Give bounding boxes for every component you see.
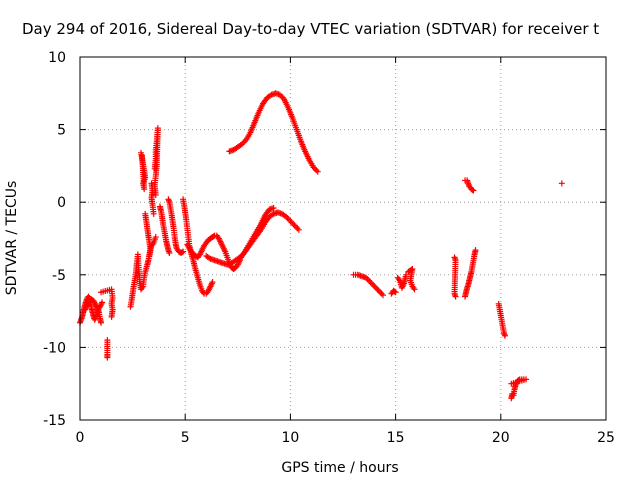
data-point: [291, 222, 298, 229]
x-axis-label: GPS time / hours: [281, 460, 398, 476]
data-point: [180, 248, 187, 255]
chart-title: Day 294 of 2016, Sidereal Day-to-day VTE…: [22, 20, 599, 38]
data-point: [371, 283, 378, 290]
data-point: [290, 220, 297, 227]
data-point: [392, 289, 399, 296]
data-point: [288, 219, 295, 226]
x-tick-label: 5: [181, 430, 190, 446]
x-tick-label: 0: [76, 430, 85, 446]
data-point: [378, 290, 385, 297]
data-point: [295, 226, 302, 233]
data-point: [558, 180, 565, 187]
data-point: [152, 191, 159, 198]
y-tick-label: 10: [48, 50, 66, 66]
data-point: [150, 210, 157, 217]
data-point: [98, 319, 105, 326]
data-point: [270, 205, 277, 212]
data-point: [276, 91, 283, 98]
data-point: [374, 286, 381, 293]
data-point: [469, 186, 476, 193]
y-tick-label: 5: [57, 123, 66, 139]
data-point: [391, 288, 398, 295]
data-point: [367, 279, 374, 286]
data-point: [379, 292, 386, 299]
data-point: [365, 277, 372, 284]
data-points: [77, 90, 565, 402]
data-point: [152, 234, 159, 241]
data-point: [411, 286, 418, 293]
data-point: [139, 152, 146, 159]
data-point: [452, 293, 459, 300]
x-tick-label: 20: [492, 430, 510, 446]
y-tick-label: 0: [57, 195, 66, 211]
data-point: [370, 281, 377, 288]
x-tick-label: 15: [387, 430, 405, 446]
data-point: [146, 252, 153, 259]
data-point: [99, 299, 106, 306]
data-point: [209, 279, 216, 286]
data-point: [285, 216, 292, 223]
axis-ticks: 0 5 10 15 20 25 10 5 0 -5 -10 -15: [43, 50, 615, 446]
data-point: [502, 332, 509, 339]
data-point: [166, 250, 173, 257]
x-tick-label: 10: [281, 430, 299, 446]
data-point: [293, 223, 300, 230]
data-point: [313, 167, 320, 174]
data-point: [470, 187, 477, 194]
data-point: [179, 249, 186, 256]
y-tick-label: -5: [52, 268, 66, 284]
data-point: [375, 287, 382, 294]
plot-frame: [79, 56, 607, 421]
data-point: [368, 280, 375, 287]
y-tick-label: -15: [43, 413, 66, 429]
data-point: [377, 289, 384, 296]
data-point: [472, 247, 479, 254]
data-point: [314, 168, 321, 175]
data-point: [108, 313, 115, 320]
data-point: [210, 233, 217, 240]
y-tick-label: -10: [43, 340, 66, 356]
data-point: [287, 218, 294, 225]
data-point: [363, 274, 370, 281]
x-tick-label: 25: [597, 430, 615, 446]
y-axis-label: SDTVAR / TECUs: [4, 181, 20, 296]
grid-lines: [80, 57, 606, 420]
data-point: [372, 284, 379, 291]
data-point: [294, 225, 301, 232]
data-point: [508, 380, 515, 387]
data-point: [104, 354, 111, 361]
